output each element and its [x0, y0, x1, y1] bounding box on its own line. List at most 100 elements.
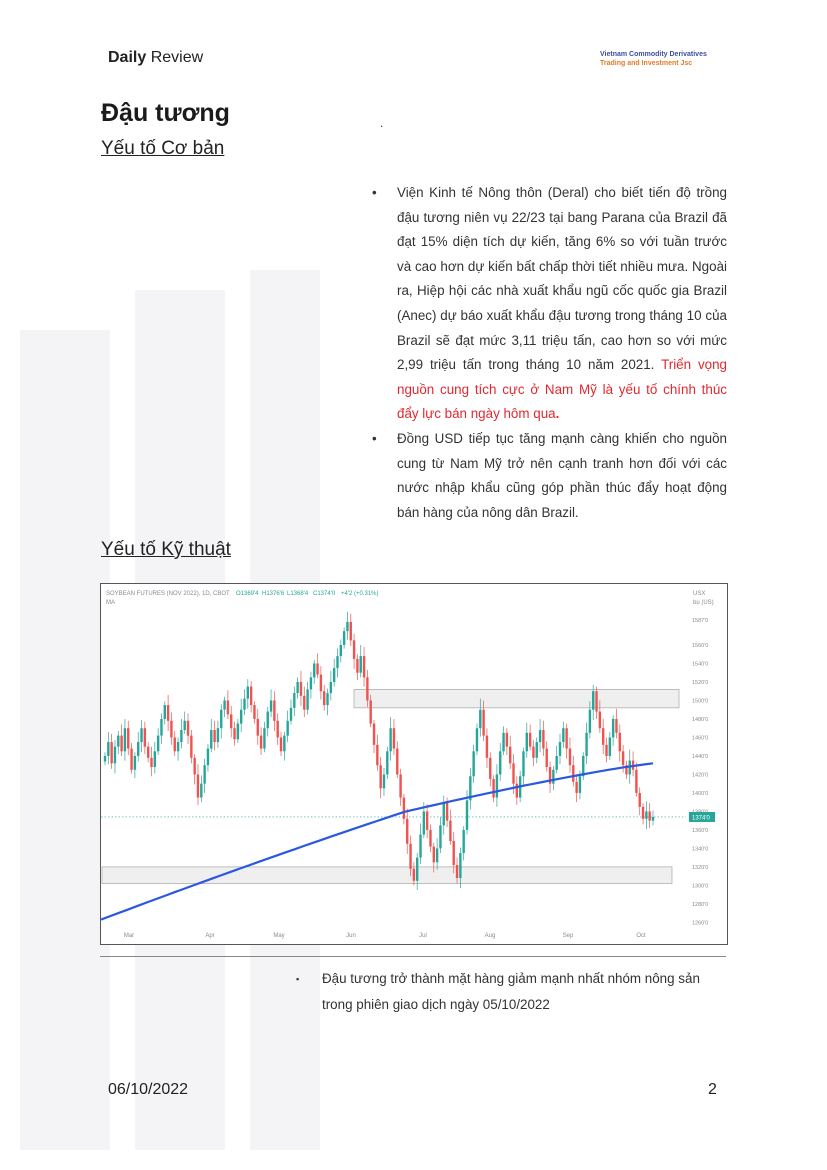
watermark-bar-1	[20, 330, 110, 1150]
candle-body	[542, 730, 545, 749]
candle	[170, 712, 173, 745]
candle	[382, 767, 386, 796]
chart-canvas: 1587'0 1560'0 1540'0 1520'0 1500'0 1480'0 1460…	[100, 591, 715, 939]
company-logo-text: Vietnam Commodity Derivatives Trading an…	[600, 50, 707, 68]
candle	[110, 733, 113, 769]
candle	[469, 767, 472, 810]
candle-body	[429, 829, 432, 847]
candle	[608, 731, 612, 760]
candle	[352, 633, 356, 670]
candle-body	[256, 718, 259, 736]
candle-body	[137, 742, 140, 756]
candle	[399, 768, 402, 806]
candle-body	[598, 711, 602, 729]
candle	[548, 761, 552, 793]
candle-body	[442, 802, 445, 826]
candle-body	[163, 705, 166, 719]
candle	[246, 679, 250, 709]
candle-body	[638, 792, 641, 807]
candle-body	[455, 865, 459, 878]
candle	[160, 713, 163, 744]
candle	[120, 724, 123, 756]
candle	[449, 809, 452, 845]
x-tick-label: Aug	[485, 933, 496, 939]
chart-ohlc-l: L1368'4	[287, 591, 309, 597]
candle	[146, 742, 150, 763]
candle-body	[306, 689, 309, 710]
y-tick-label: 1560'0	[692, 643, 708, 649]
candle-body	[117, 735, 120, 747]
candle-body	[601, 728, 605, 745]
candle-body	[130, 748, 133, 770]
candle	[117, 730, 120, 755]
candle	[485, 728, 489, 768]
candle-body	[206, 748, 210, 766]
candle-body	[595, 691, 598, 712]
candle	[641, 803, 645, 825]
candle	[220, 704, 223, 739]
candle-body	[143, 728, 147, 747]
candle-body	[133, 755, 137, 770]
candle-body	[512, 763, 515, 784]
candle	[402, 793, 406, 825]
candle	[409, 835, 412, 877]
candle-body	[190, 735, 193, 758]
candle-body	[588, 709, 592, 733]
candle	[525, 722, 528, 758]
chart-ohlc-c: C1374'0	[313, 591, 336, 597]
candle-body	[535, 742, 538, 758]
candle	[316, 653, 319, 679]
candle-body	[645, 811, 648, 819]
candle	[645, 801, 648, 829]
candle	[176, 737, 180, 761]
candle	[332, 658, 336, 687]
section-technical-heading: Yếu tố Kỹ thuật	[101, 539, 231, 560]
candle	[505, 728, 509, 756]
candle	[568, 737, 572, 773]
candle-body	[352, 640, 356, 659]
support-zone	[101, 866, 673, 884]
candle	[601, 718, 605, 755]
candle	[319, 666, 323, 700]
candle-body	[415, 857, 419, 881]
candle-body	[156, 735, 160, 752]
candle	[137, 731, 140, 762]
candle-body	[565, 728, 568, 749]
candle-body	[339, 644, 343, 657]
candle-body	[176, 742, 180, 752]
candle-body	[140, 728, 143, 743]
x-tick-label: Apr	[205, 933, 214, 939]
chart-ohlc-change: +4'2 (+0.31%)	[341, 591, 379, 597]
chart-indicator-label: MA	[106, 600, 115, 606]
candle	[595, 686, 598, 719]
candle	[156, 728, 160, 756]
candle-body	[459, 853, 462, 878]
candle-body	[366, 677, 369, 701]
candle-body	[475, 728, 479, 752]
candle-body	[110, 742, 113, 764]
moving-average-line	[100, 762, 654, 921]
candle-body	[419, 834, 422, 858]
candle-body	[319, 674, 323, 692]
candle	[143, 721, 147, 755]
candle-body	[203, 765, 206, 784]
candle-body	[372, 723, 376, 745]
candle-body	[123, 728, 127, 752]
candle-body	[263, 728, 266, 749]
company-line-2: Trading and Investment Jsc	[600, 60, 693, 67]
caption-text: Đậu tương trở thành mặt hàng giảm mạnh n…	[322, 971, 700, 1012]
candle-body	[369, 700, 372, 724]
candle	[508, 735, 512, 769]
y-tick-label: 1280'0	[692, 902, 708, 908]
candle-body	[243, 698, 246, 710]
candle-body	[552, 769, 555, 784]
candle	[479, 698, 482, 737]
bullet-marker: •	[372, 431, 377, 446]
candle-body	[113, 746, 117, 764]
candle	[379, 756, 382, 799]
candle-body	[635, 769, 638, 793]
candle	[588, 701, 592, 739]
candle-body	[332, 668, 336, 682]
candle	[472, 744, 475, 783]
bullet-marker: •	[372, 185, 377, 200]
